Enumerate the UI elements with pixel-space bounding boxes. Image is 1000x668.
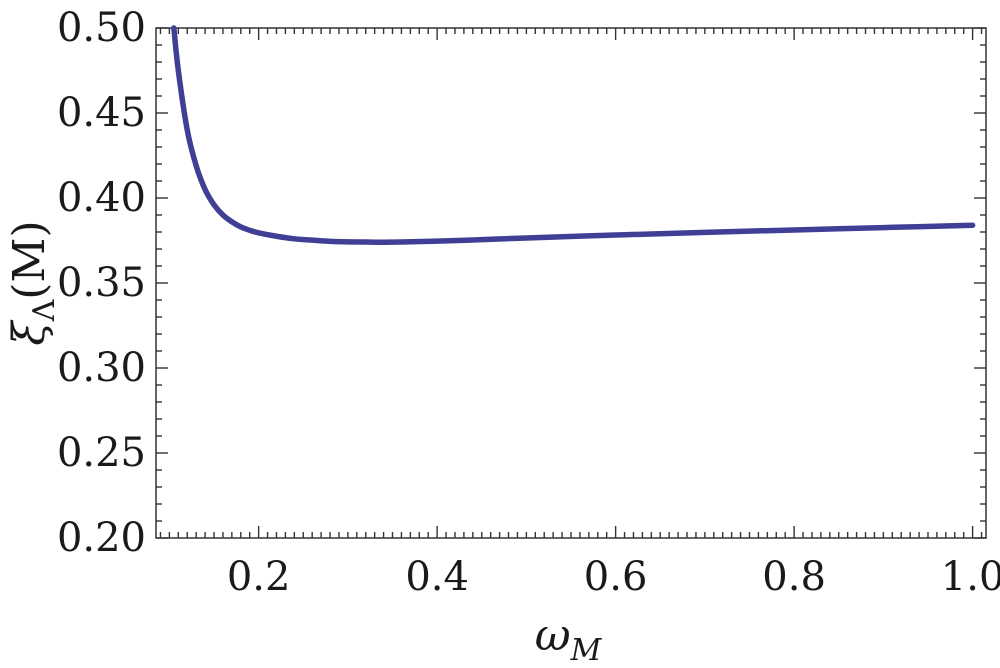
y-tick-label: 0.35 <box>57 260 146 306</box>
x-tick-label: 0.8 <box>762 554 826 600</box>
plot-frame <box>155 27 987 539</box>
y-tick-label: 0.50 <box>57 5 146 51</box>
x-tick-label: 1.0 <box>941 554 1000 600</box>
y-tick-labels: 0.20 0.25 0.30 0.35 0.40 0.45 0.50 <box>57 5 146 561</box>
x-tick-labels: 0.2 0.4 0.6 0.8 1.0 <box>227 554 1000 600</box>
series-line <box>171 25 976 245</box>
tick-marks <box>156 27 986 539</box>
y-tick-label: 0.25 <box>57 430 146 476</box>
y-tick-label: 0.30 <box>57 345 146 391</box>
y-tick-label: 0.20 <box>57 515 146 561</box>
x-tick-label: 0.6 <box>584 554 648 600</box>
x-axis-label-main: ω <box>535 610 571 661</box>
x-axis-label: ωM <box>535 610 603 668</box>
x-axis-label-sub: M <box>570 633 603 668</box>
y-axis-label: ξΛ(M) <box>4 220 62 345</box>
y-axis-label-suffix: (M) <box>4 220 55 299</box>
y-axis-label-sub: Λ <box>27 299 62 322</box>
y-axis-label-main: ξ <box>4 319 55 346</box>
series-group <box>171 25 976 245</box>
x-tick-label: 0.2 <box>227 554 291 600</box>
x-tick-label: 0.4 <box>405 554 469 600</box>
y-tick-label: 0.45 <box>57 90 146 136</box>
y-tick-label: 0.40 <box>57 175 146 221</box>
